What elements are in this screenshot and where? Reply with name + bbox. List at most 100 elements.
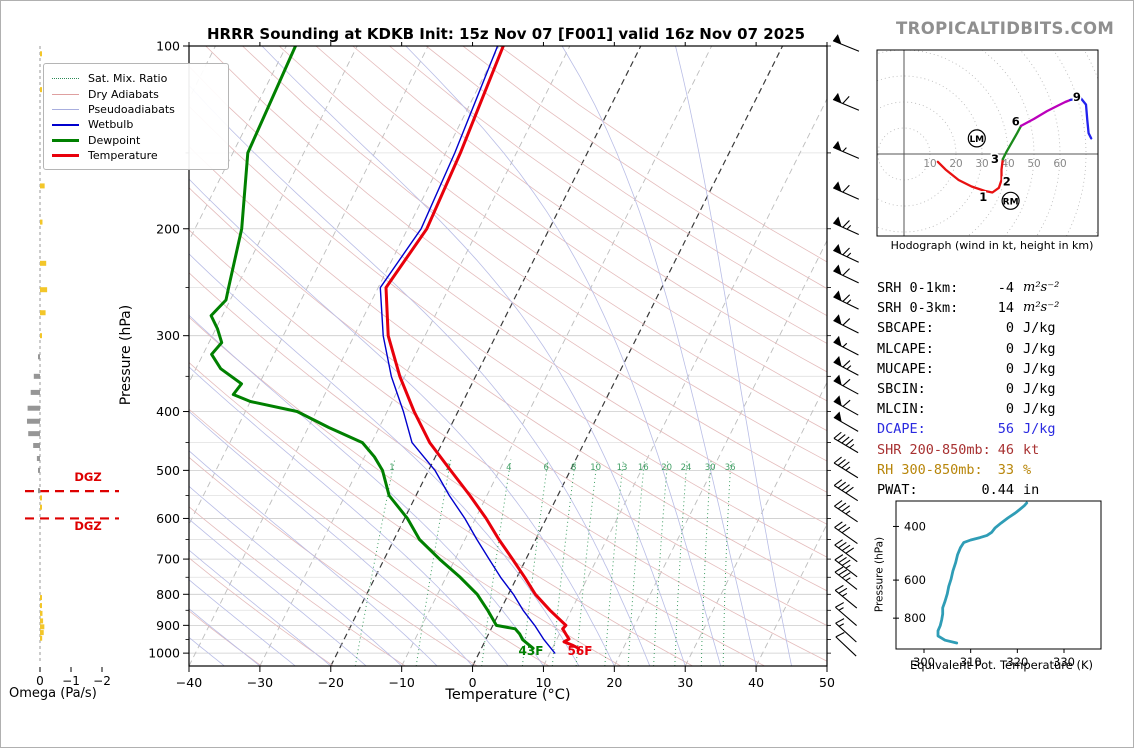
thetae-frame: [895, 500, 1102, 650]
chart-shape: [833, 243, 842, 255]
legend-item-label: Temperature: [88, 149, 158, 163]
wind-barb: [833, 335, 859, 356]
pseudoadiabat-line: [189, 314, 544, 666]
omega-bar: [40, 310, 46, 316]
omega-bar: [28, 431, 40, 437]
omega-bar: [27, 405, 40, 411]
stat-row: SRH 0-1km: -4 m²s⁻²: [877, 280, 1129, 300]
legend-item: Dewpoint: [52, 133, 220, 148]
chart-shape: [833, 416, 859, 432]
skewt-y-axis-label: Pressure (hPa): [118, 304, 134, 406]
wind-barb: [834, 539, 858, 563]
legend-item-label: Wetbulb: [88, 118, 134, 132]
thetae-temp-tick-label: 330: [1053, 655, 1075, 669]
wind-barb: [833, 243, 859, 263]
pressure-tick-label: 600: [156, 511, 180, 526]
legend-item: Dry Adiabats: [52, 86, 220, 101]
omega-bar: [40, 51, 42, 57]
chart-shape: [842, 96, 850, 104]
wind-barb: [834, 566, 858, 590]
chart-shape: [837, 481, 847, 489]
wind-barb: [832, 92, 860, 111]
chart-shape: [833, 264, 842, 275]
pressure-tick-label: 800: [156, 587, 180, 602]
stat-value: 0: [1005, 380, 1014, 397]
hodograph-trace-6-9km: [1019, 98, 1072, 128]
chart-shape: [832, 146, 860, 159]
legend-item: Temperature: [52, 148, 220, 163]
hodograph-ring-label: 60: [1053, 158, 1066, 170]
chart-shape: [833, 335, 842, 347]
stat-value: 0: [1005, 401, 1014, 418]
legend-line-sample-icon: [52, 154, 79, 158]
omega-bar: [40, 624, 45, 630]
chart-shape: [833, 380, 859, 395]
chart-shape: [842, 268, 850, 276]
stat-label: SRH 0-3km:: [877, 300, 959, 317]
mixing-ratio-label: 4: [506, 463, 511, 473]
chart-shape: [837, 434, 846, 442]
chart-shape: [842, 399, 851, 407]
chart-shape: [833, 181, 842, 192]
hodograph-caption: Hodograph (wind in kt, height in km): [890, 239, 1094, 252]
thetae-temp-tick-label: 300: [913, 655, 935, 669]
dry-adiabat-line: [278, 46, 827, 432]
wind-barb: [833, 314, 859, 334]
omega-bar: [26, 418, 40, 424]
stat-row: SBCAPE: 0 J/kg: [877, 320, 1129, 340]
chart-shape: [832, 98, 860, 111]
dgz-label-lower: DGZ: [74, 519, 102, 533]
omega-axis-label: Omega (Pa/s): [9, 686, 97, 701]
omega-bar: [40, 287, 48, 293]
chart-shape: [842, 184, 850, 193]
pressure-tick-label: 200: [156, 221, 180, 236]
pressure-tick-label: 700: [156, 552, 180, 567]
temperature-tick-label: −20: [318, 675, 344, 690]
chart-shape: [845, 547, 855, 554]
temperature-curve: [384, 46, 580, 650]
thetae-temp-tick-label: 310: [960, 655, 982, 669]
mixing-ratio-label: 24: [681, 463, 692, 473]
dry-adiabat-line: [189, 456, 478, 666]
chart-shape: [834, 521, 843, 528]
pseudoadiabat-line: [189, 366, 509, 666]
hodograph-ring-label: 20: [949, 158, 962, 170]
page-title: HRRR Sounding at KDKB Init: 15z Nov 07 […: [206, 25, 805, 43]
chart-shape: [833, 34, 842, 45]
thetae-x-axis-label: Equivalent Pot. Temperature (K): [909, 658, 1094, 672]
legend-item-label: Pseudoadiabats: [88, 102, 175, 116]
chart-shape: [834, 566, 844, 573]
mixing-ratio-line: [674, 459, 688, 666]
chart-shape: [841, 436, 850, 444]
stat-value: 46: [997, 441, 1014, 458]
omega-bar: [33, 443, 40, 449]
omega-bar: [40, 219, 43, 225]
stat-value: 0.44: [981, 481, 1014, 498]
pressure-tick-label: 400: [156, 404, 180, 419]
chart-shape: [846, 225, 852, 230]
chart-shape: [841, 484, 850, 491]
stat-unit: J/kg: [1023, 320, 1056, 337]
chart-shape: [833, 395, 842, 406]
mixing-ratio-line: [604, 459, 624, 666]
isotherm-line: [1, 46, 3, 666]
thetae-curve: [936, 501, 1029, 645]
mixing-ratio-label: 36: [725, 463, 736, 473]
pseudoadiabat-line: [189, 410, 473, 666]
chart-shape: [833, 411, 842, 422]
chart-shape: [841, 461, 850, 469]
chart-shape: [841, 505, 851, 512]
stat-unit: J/kg: [1023, 360, 1056, 377]
storm-motion-marker: [1001, 191, 1020, 210]
chart-shape: [834, 584, 844, 591]
surface-temperature-label: 56F: [567, 644, 593, 658]
skewt-frame: [188, 45, 828, 667]
omega-bar: [40, 183, 45, 189]
wind-barb: [834, 554, 858, 578]
stat-unit: m²s⁻²: [1023, 280, 1060, 295]
dry-adiabat-line: [315, 46, 827, 402]
legend-item-label: Sat. Mix. Ratio: [88, 72, 168, 86]
chart-shape: [837, 459, 846, 466]
chart-shape: [842, 147, 847, 152]
chart-shape: [841, 544, 851, 551]
